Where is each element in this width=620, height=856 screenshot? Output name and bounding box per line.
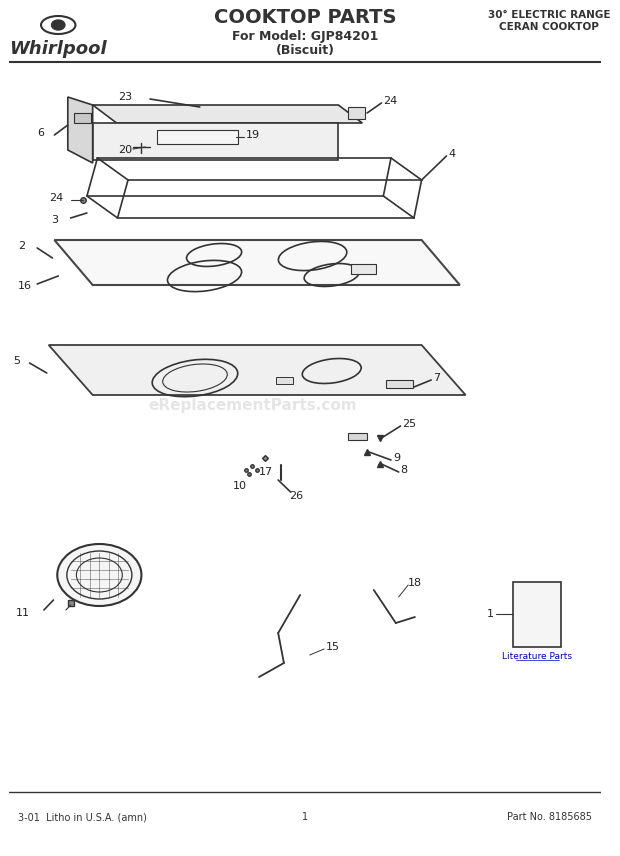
Text: 18: 18 <box>408 578 422 588</box>
FancyBboxPatch shape <box>348 433 367 440</box>
Polygon shape <box>68 97 92 163</box>
Text: 11: 11 <box>16 608 30 618</box>
Text: 2: 2 <box>18 241 25 251</box>
Polygon shape <box>55 240 460 285</box>
Text: Literature Parts: Literature Parts <box>502 652 572 661</box>
Text: 23: 23 <box>118 92 133 102</box>
Text: eReplacementParts.com: eReplacementParts.com <box>148 397 356 413</box>
Text: 3: 3 <box>51 215 58 225</box>
Text: (Biscuit): (Biscuit) <box>275 44 334 57</box>
Polygon shape <box>49 345 466 395</box>
Text: 10: 10 <box>233 481 247 491</box>
Text: 30° ELECTRIC RANGE: 30° ELECTRIC RANGE <box>487 10 610 20</box>
Polygon shape <box>92 123 339 160</box>
Text: 15: 15 <box>326 642 340 652</box>
Text: 25: 25 <box>402 419 417 429</box>
Text: 24: 24 <box>383 96 397 106</box>
Text: 3-01  Litho in U.S.A. (amn): 3-01 Litho in U.S.A. (amn) <box>18 812 147 822</box>
Text: 4: 4 <box>448 149 456 159</box>
Polygon shape <box>92 105 362 123</box>
FancyBboxPatch shape <box>513 582 561 647</box>
Text: 19: 19 <box>246 130 260 140</box>
Text: COOKTOP PARTS: COOKTOP PARTS <box>214 8 396 27</box>
Text: 8: 8 <box>401 465 408 475</box>
Text: Part No. 8185685: Part No. 8185685 <box>507 812 592 822</box>
Text: 26: 26 <box>289 491 303 501</box>
Text: CERAN COOKTOP: CERAN COOKTOP <box>499 22 599 32</box>
Text: 1: 1 <box>302 812 308 822</box>
Text: 24: 24 <box>49 193 63 203</box>
FancyBboxPatch shape <box>74 113 91 123</box>
Ellipse shape <box>51 20 65 30</box>
FancyBboxPatch shape <box>277 377 293 384</box>
Ellipse shape <box>57 544 141 606</box>
FancyBboxPatch shape <box>386 380 413 388</box>
FancyBboxPatch shape <box>351 264 376 274</box>
Text: Whirlpool: Whirlpool <box>9 40 107 58</box>
Text: 5: 5 <box>13 356 20 366</box>
Text: 20: 20 <box>118 145 133 155</box>
Text: For Model: GJP84201: For Model: GJP84201 <box>232 30 378 43</box>
Text: 7: 7 <box>433 373 440 383</box>
Text: 6: 6 <box>37 128 44 138</box>
Text: 1: 1 <box>487 609 494 619</box>
Text: 17: 17 <box>259 467 273 477</box>
Text: 9: 9 <box>393 453 400 463</box>
FancyBboxPatch shape <box>348 107 365 119</box>
Text: 16: 16 <box>18 281 32 291</box>
FancyBboxPatch shape <box>157 130 238 144</box>
